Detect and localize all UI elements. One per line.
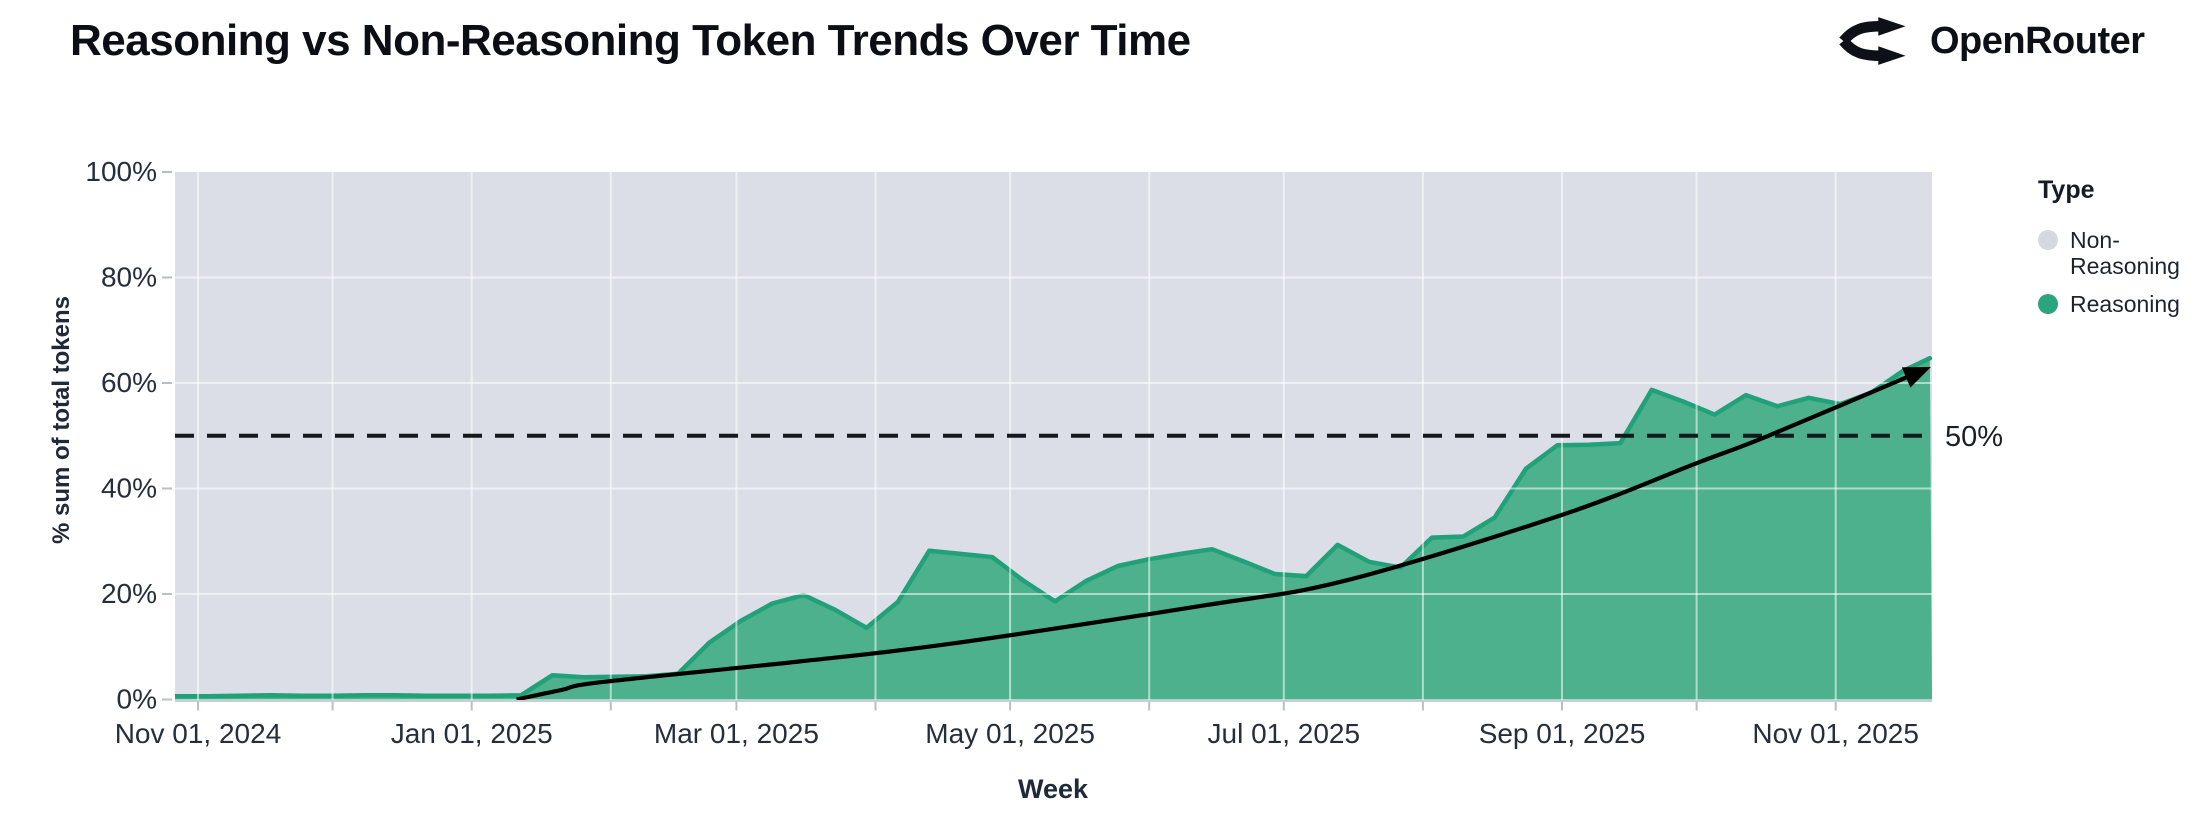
trend-arrow-curve bbox=[516, 367, 1927, 702]
reasoning-area bbox=[175, 358, 1932, 700]
y-tick-label: 40% bbox=[101, 473, 157, 504]
y-tick-label: 0% bbox=[117, 684, 157, 715]
legend-label: Non-Reasoning bbox=[2070, 227, 2180, 279]
x-tick-label: May 01, 2025 bbox=[925, 718, 1095, 749]
openrouter-icon bbox=[1838, 16, 1914, 66]
x-tick-label: Sep 01, 2025 bbox=[1479, 718, 1646, 749]
x-tick-label: Nov 01, 2024 bbox=[115, 718, 282, 749]
x-tick-label: Nov 01, 2025 bbox=[1752, 718, 1919, 749]
x-tick-label: Jul 01, 2025 bbox=[1208, 718, 1361, 749]
x-tick-label: Mar 01, 2025 bbox=[654, 718, 819, 749]
page-title: Reasoning vs Non-Reasoning Token Trends … bbox=[70, 16, 1191, 65]
brand-name: OpenRouter bbox=[1930, 19, 2145, 62]
y-tick-label: 20% bbox=[101, 578, 157, 609]
y-tick-label: 80% bbox=[101, 262, 157, 293]
legend-title: Type bbox=[2038, 176, 2095, 204]
trend-arrowhead bbox=[1901, 366, 1931, 388]
brand-logo: OpenRouter bbox=[1838, 14, 2145, 68]
reasoning-area-edge bbox=[175, 355, 1932, 699]
legend-swatch-reasoning bbox=[2038, 294, 2058, 314]
legend-item: Reasoning bbox=[2038, 291, 2196, 317]
reference-line-label: 50% bbox=[1945, 421, 2003, 453]
legend-item: Non-Reasoning bbox=[2038, 227, 2196, 279]
legend-label: Reasoning bbox=[2070, 291, 2180, 317]
x-tick-label: Jan 01, 2025 bbox=[391, 718, 553, 749]
legend-items: Non-Reasoning Reasoning bbox=[2038, 227, 2196, 317]
y-tick-label: 100% bbox=[85, 156, 157, 187]
x-axis-title: Week bbox=[1017, 774, 1089, 804]
legend-swatch-non-reasoning bbox=[2038, 230, 2058, 250]
legend: Type Non-Reasoning Reasoning bbox=[2038, 176, 2196, 329]
y-tick-label: 60% bbox=[101, 367, 157, 398]
